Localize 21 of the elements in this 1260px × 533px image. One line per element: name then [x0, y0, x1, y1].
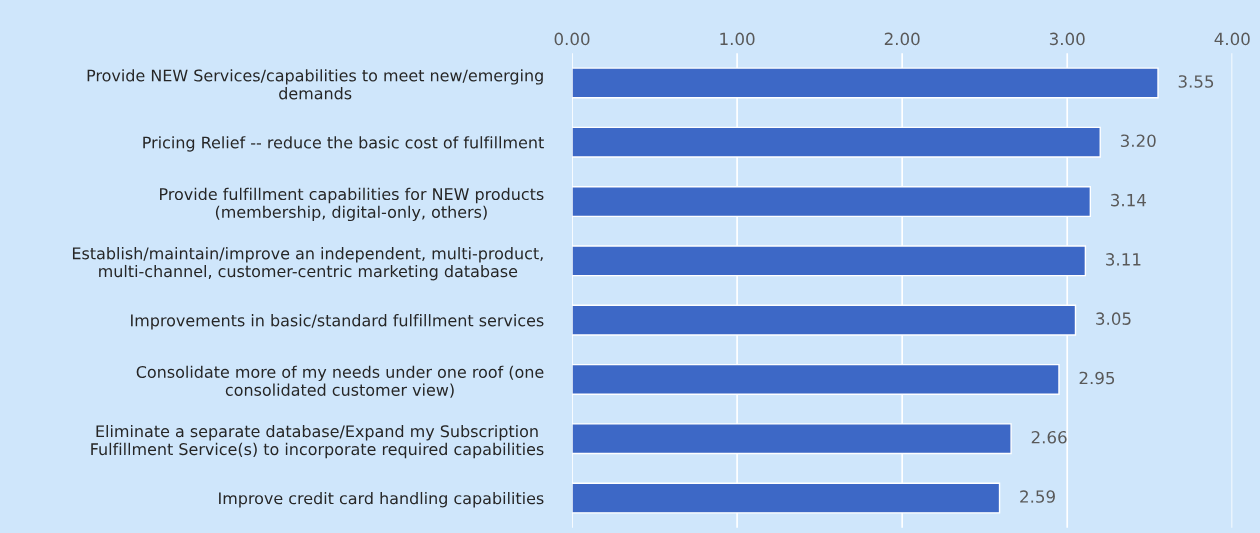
data-label: 2.66 — [1031, 430, 1067, 444]
data-label: 3.55 — [1178, 75, 1214, 88]
y-tick-label: Provide fulfillment capabilities for NEW products (membership, digital-only, others) — [160, 187, 544, 222]
y-tick-label: Provide NEW Services/capabilities to meet new/emerging demands — [87, 69, 543, 100]
data-label: 2.59 — [1020, 490, 1055, 503]
data-label: 3.20 — [1120, 134, 1156, 148]
y-tick-label: Establish/maintain/improve an independent, multi-product, multi-channel, customer-centric marketing database — [72, 247, 543, 281]
x-tick-label: 4.00 — [1214, 32, 1250, 46]
y-tick-label: Improve credit card handling capabilities — [219, 491, 544, 508]
data-label: 3.05 — [1096, 312, 1131, 325]
x-tick-label: 0.00 — [554, 32, 590, 46]
data-label: 2.95 — [1079, 371, 1115, 385]
y-tick-label: Eliminate a separate database/Expand my Subscription Fulfillment Service(s) to incorporate required capabilities — [91, 424, 544, 459]
x-tick-label: 3.00 — [1049, 32, 1085, 46]
y-tick-label: Improvements in basic/standard fulfillment services — [131, 314, 544, 330]
y-tick-label: Consolidate more of my needs under one roof (one consolidated customer view) — [136, 365, 544, 398]
data-label: 3.14 — [1111, 193, 1146, 207]
y-tick-label: Pricing Relief -- reduce the basic cost of fulfillment — [143, 136, 544, 152]
data-label: 3.11 — [1106, 253, 1141, 266]
x-tick-label: 2.00 — [884, 32, 920, 46]
x-tick-label: 1.00 — [720, 32, 755, 46]
